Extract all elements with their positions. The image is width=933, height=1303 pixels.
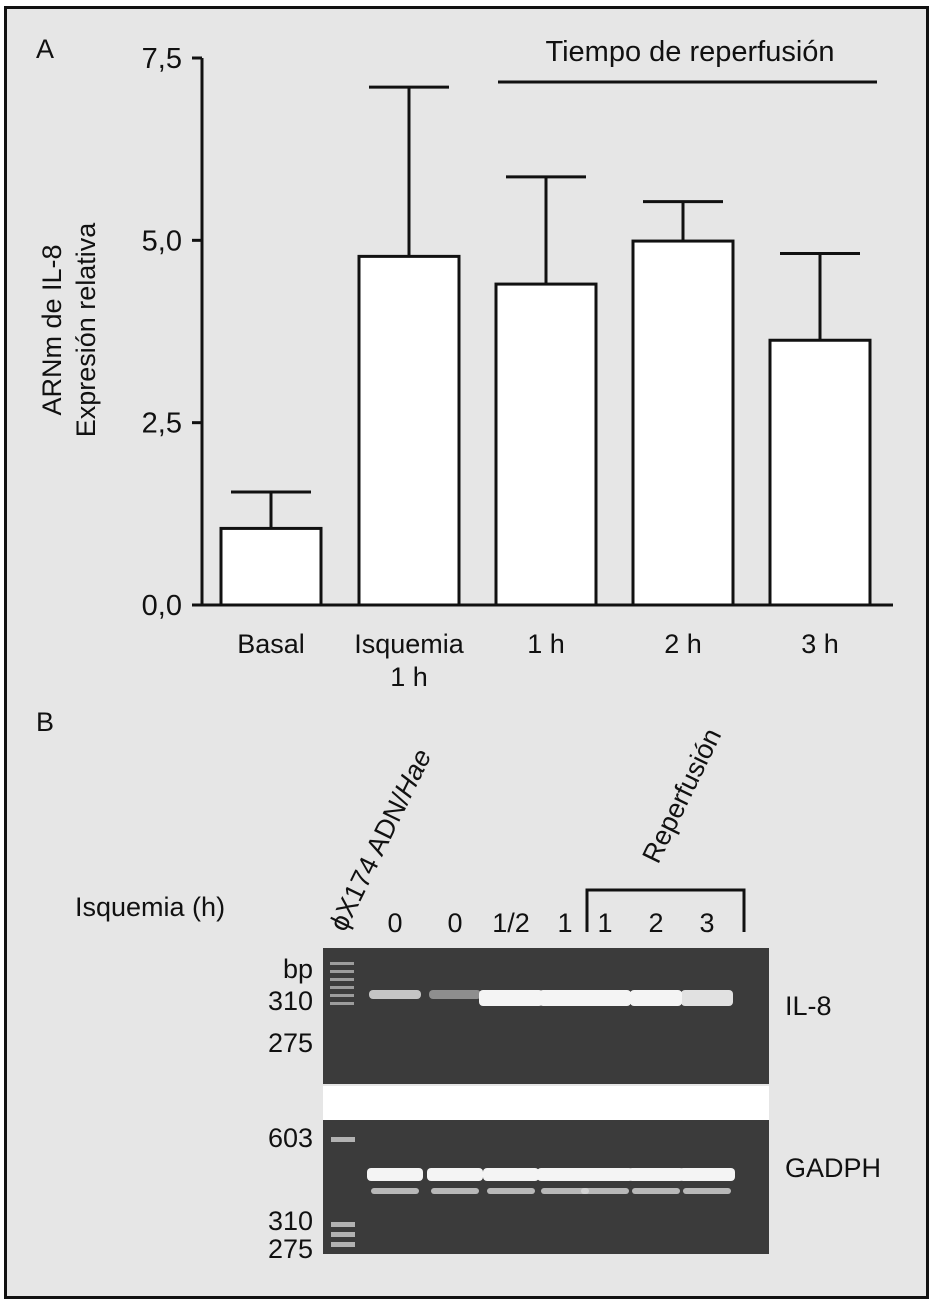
- il8-band: [429, 990, 481, 999]
- bottom-gel-marker-275: 275: [268, 1234, 313, 1264]
- bottom-gel-marker-603: 603: [268, 1123, 313, 1153]
- gel-figure: ϕX174 ADN/Hae Reperfusión Isquemia (h) 0…: [75, 724, 881, 1264]
- ladder-band: [330, 994, 354, 997]
- svg-text:ϕX174 ADN/Hae: ϕX174 ADN/Hae: [323, 744, 437, 935]
- y-axis-title: ARNm de IL-8 Expresión relativa: [37, 222, 101, 438]
- gadph-minor-band: [541, 1188, 589, 1194]
- y-tick-label: 5,0: [142, 225, 182, 257]
- ischemia-row-label: Isquemia (h): [75, 892, 225, 922]
- il8-band: [539, 990, 591, 1006]
- bar: [357, 254, 461, 607]
- lane-label: 1: [557, 908, 572, 938]
- y-tick-label: 7,5: [142, 43, 182, 75]
- lane-label: 3: [699, 908, 714, 938]
- il8-band: [579, 990, 631, 1006]
- il8-band: [630, 990, 682, 1006]
- svg-text:Reperfusión: Reperfusión: [636, 724, 727, 868]
- x-tick-label: Isquemia: [354, 629, 465, 659]
- y-axis-title-line-1: ARNm de IL-8: [37, 244, 67, 415]
- gadph-band: [628, 1168, 684, 1181]
- y-tick-label: 0,0: [142, 590, 182, 622]
- ladder-band: [330, 1002, 354, 1005]
- x-tick-label: 3 h: [801, 629, 839, 659]
- gadph-band: [427, 1168, 483, 1181]
- gadph-minor-band: [632, 1188, 680, 1194]
- bar: [219, 526, 323, 607]
- top-gel-marker-310: 310: [268, 986, 313, 1016]
- lane-label: 1/2: [492, 908, 530, 938]
- x-tick-label: 1 h: [390, 662, 428, 692]
- x-tick-label: 1 h: [527, 629, 565, 659]
- il8-band: [681, 990, 733, 1006]
- gadph-gel: [323, 1120, 769, 1254]
- lane-label: 0: [387, 908, 402, 938]
- gadph-band: [679, 1168, 735, 1181]
- marker-lane-label: ϕX174 ADN/Hae: [323, 744, 437, 935]
- lane-label: 2: [648, 908, 663, 938]
- gadph-band-label: GADPH: [785, 1153, 881, 1183]
- gadph-minor-band: [581, 1188, 629, 1194]
- top-gel-marker-275: 275: [268, 1028, 313, 1058]
- ladder-band: [330, 962, 354, 965]
- il8-band: [369, 990, 421, 999]
- x-tick-label: Basal: [237, 629, 305, 659]
- gadph-band: [577, 1168, 633, 1181]
- bottom-gel-marker-310: 310: [268, 1206, 313, 1236]
- gel-separator: [323, 1086, 769, 1120]
- il8-band-label: IL-8: [785, 991, 832, 1021]
- il8-gel: [323, 948, 769, 1084]
- ladder-band: [331, 1222, 355, 1227]
- gadph-minor-band: [431, 1188, 479, 1194]
- ladder-band: [330, 978, 354, 981]
- reperfusion-label: Reperfusión: [636, 724, 727, 868]
- gadph-band: [367, 1168, 423, 1181]
- reperfusion-bracket: [585, 888, 746, 932]
- gadph-minor-band: [487, 1188, 535, 1194]
- bar: [768, 338, 872, 607]
- marker-lane-italic: Hae: [389, 744, 438, 802]
- y-tick-label: 2,5: [142, 408, 182, 440]
- lane-label: 1: [597, 908, 612, 938]
- ladder-band: [330, 986, 354, 989]
- y-axis-title-line-2: Expresión relativa: [71, 222, 101, 438]
- panel-b-label: B: [36, 707, 55, 737]
- bar: [494, 282, 598, 607]
- panel-a-label: A: [36, 34, 55, 64]
- ladder-band: [331, 1242, 355, 1247]
- il8-band: [479, 990, 543, 1006]
- gadph-minor-band: [371, 1188, 419, 1194]
- x-tick-label: 2 h: [664, 629, 702, 659]
- gadph-minor-band: [683, 1188, 731, 1194]
- lane-label: 0: [447, 908, 462, 938]
- reperfusion-time-annotation: Tiempo de reperfusión: [545, 36, 834, 68]
- ladder-band: [331, 1232, 355, 1237]
- bp-label: bp: [283, 954, 313, 984]
- ladder-band: [331, 1137, 355, 1142]
- bar: [631, 239, 735, 607]
- ladder-band: [330, 970, 354, 973]
- gadph-band: [483, 1168, 539, 1181]
